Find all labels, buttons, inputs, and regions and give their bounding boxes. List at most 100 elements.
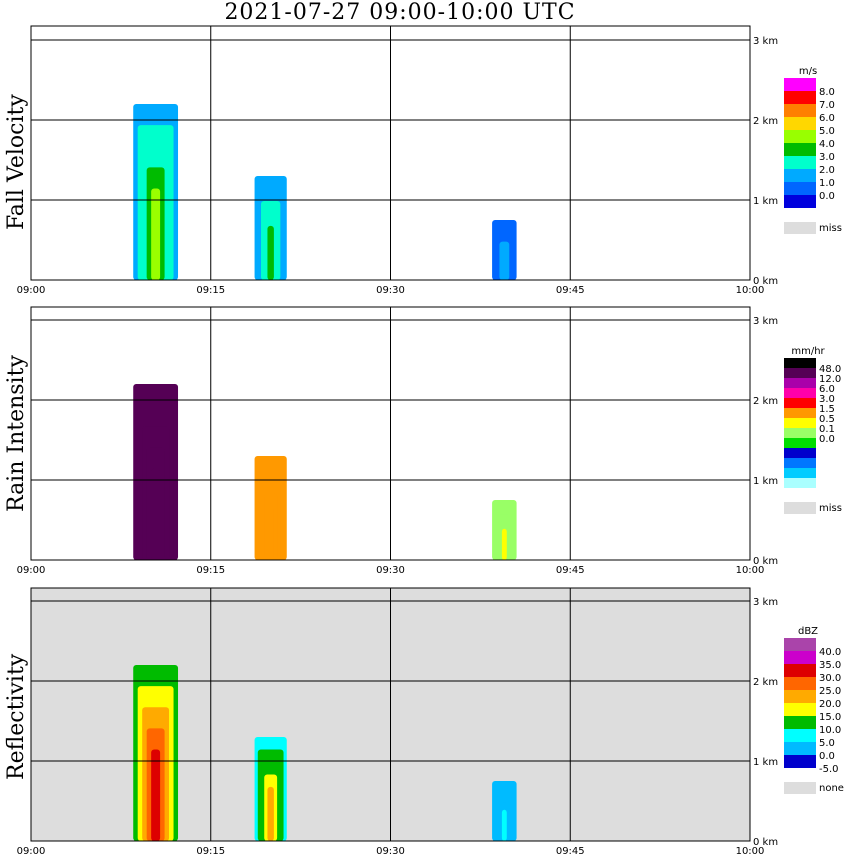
panel-1-xtick-2: 09:15	[196, 285, 225, 296]
panel-2-legend-label-5: 1.5	[819, 404, 835, 415]
panel-3-legend-label-6: 15.0	[819, 712, 841, 723]
panel-2-legend-swatch-3	[784, 378, 816, 388]
panel-3-legend-label-7: 10.0	[819, 725, 841, 736]
panel-2-legend-label-7: 0.1	[819, 424, 835, 435]
panel-3-legend-swatch-7	[784, 716, 816, 729]
panel-3-ytick-1: 0 km	[753, 837, 778, 848]
panel-2-legend-missing-swatch	[784, 502, 816, 514]
panel-1-echo-3-layer-5	[501, 248, 507, 280]
panel-2-legend-swatch-13	[784, 478, 816, 488]
panel-2-legend-label-4: 3.0	[819, 394, 835, 405]
panel-2-legend-swatch-12	[784, 468, 816, 478]
panel-2-legend-label-1: 48.0	[819, 364, 841, 375]
panel-2-ytick-4: 3 km	[753, 316, 778, 327]
panel-1-legend-label-1: 8.0	[819, 87, 835, 98]
panel-2-legend-label-2: 12.0	[819, 374, 841, 385]
panel-2-legend-label-3: 6.0	[819, 384, 835, 395]
panel-3-legend-label-10: -5.0	[819, 764, 839, 775]
panel-2-xtick-3: 09:30	[376, 565, 405, 576]
panel-3-legend-swatch-10	[784, 755, 816, 768]
panel-1-legend-label-2: 7.0	[819, 100, 835, 111]
panel-3-legend-swatch-4	[784, 677, 816, 690]
panel-3-xtick-4: 09:45	[556, 846, 585, 857]
panel-2-echo-1-layer-5	[151, 468, 161, 560]
panel-3-legend-label-3: 30.0	[819, 673, 841, 684]
panel-2-legend-label-8: 0.0	[819, 434, 835, 445]
panel-3-legend-label-2: 35.0	[819, 660, 841, 671]
panel-2-legend-missing-label: miss	[819, 503, 842, 514]
panel-1-legend-swatch-6	[784, 143, 816, 156]
panel-3-legend-label-5: 20.0	[819, 699, 841, 710]
panel-3-ytick-2: 1 km	[753, 757, 778, 768]
panel-1-legend-label-3: 6.0	[819, 113, 835, 124]
panel-3-legend-swatch-5	[784, 690, 816, 703]
panel-1-ytick-1: 0 km	[753, 276, 778, 287]
panel-1-echo-1-layer-5	[151, 188, 161, 280]
panel-1-legend-missing-label: miss	[819, 223, 842, 234]
panel-1-echo-2-layer-5	[267, 225, 274, 280]
panel-3-echo-3-layer-5	[501, 809, 507, 841]
panel-2-legend-swatch-4	[784, 388, 816, 398]
panel-1-xtick-4: 09:45	[556, 285, 585, 296]
panel-2-echo-2-layer-5	[267, 505, 274, 560]
panel-3-legend-missing-swatch	[784, 782, 816, 794]
panel-2-legend-swatch-8	[784, 428, 816, 438]
panel-1-legend-missing-swatch	[784, 222, 816, 234]
panel-3-legend-label-8: 5.0	[819, 738, 835, 749]
panel-3-legend-label-4: 25.0	[819, 686, 841, 697]
panel-2-legend-swatch-2	[784, 368, 816, 378]
panel-3-legend-swatch-1	[784, 638, 816, 651]
panel-1-legend-swatch-8	[784, 169, 816, 182]
panel-2-xtick-4: 09:45	[556, 565, 585, 576]
panel-2-legend-swatch-5	[784, 398, 816, 408]
panel-3-legend-swatch-9	[784, 742, 816, 755]
panel-3-ytick-3: 2 km	[753, 677, 778, 688]
panel-2-xtick-2: 09:15	[196, 565, 225, 576]
panel-1-xtick-3: 09:30	[376, 285, 405, 296]
panel-1-legend-unit: m/s	[799, 66, 817, 77]
panel-2-legend-unit: mm/hr	[791, 346, 825, 357]
panel-2-xtick-5: 10:00	[736, 565, 765, 576]
panel-1-legend-swatch-10	[784, 195, 816, 208]
panel-1-legend-swatch-4	[784, 117, 816, 130]
panel-3-legend-label-9: 0.0	[819, 751, 835, 762]
panel-3-legend-missing-label: none	[819, 783, 844, 794]
panel-1-ytick-4: 3 km	[753, 36, 778, 47]
panel-1-legend-swatch-3	[784, 104, 816, 117]
panel-2-xtick-1: 09:00	[17, 565, 46, 576]
panel-1-legend-label-4: 5.0	[819, 126, 835, 137]
panel-1-legend-swatch-7	[784, 156, 816, 169]
panel-2-legend-label-6: 0.5	[819, 414, 835, 425]
panel-3-legend-swatch-3	[784, 664, 816, 677]
panel-3-xtick-3: 09:30	[376, 846, 405, 857]
panel-1-ytick-3: 2 km	[753, 116, 778, 127]
panel-3-xtick-2: 09:15	[196, 846, 225, 857]
panel-1-legend-label-5: 4.0	[819, 139, 835, 150]
figure-title: 2021-07-27 09:00-10:00 UTC	[224, 0, 576, 25]
panel-3-echo-1-layer-5	[151, 749, 161, 841]
panel-1-legend-swatch-1	[784, 78, 816, 91]
panel-1-xtick-1: 09:00	[17, 285, 46, 296]
panel-2-legend-swatch-7	[784, 418, 816, 428]
panel-2-ytick-1: 0 km	[753, 556, 778, 567]
panel-1-ytick-2: 1 km	[753, 196, 778, 207]
panel-1-legend-label-9: 0.0	[819, 191, 835, 202]
panel-3-ytick-4: 3 km	[753, 597, 778, 608]
panel-3-frame	[30, 587, 751, 842]
panel-2-legend-swatch-10	[784, 448, 816, 458]
panel-2-ytick-2: 1 km	[753, 476, 778, 487]
panel-2-ytick-3: 2 km	[753, 396, 778, 407]
panel-3-xtick-1: 09:00	[17, 846, 46, 857]
panel-2-legend-swatch-1	[784, 358, 816, 368]
panel-3-echo-2-layer-5	[267, 786, 274, 841]
panel-3-legend-swatch-2	[784, 651, 816, 664]
panel-1-xtick-5: 10:00	[736, 285, 765, 296]
panel-1-legend-label-8: 1.0	[819, 178, 835, 189]
panel-2-legend-swatch-6	[784, 408, 816, 418]
panel-1-legend-swatch-5	[784, 130, 816, 143]
panel-3-legend-unit: dBZ	[798, 626, 818, 637]
panel-1-legend-label-6: 3.0	[819, 152, 835, 163]
panel-2-legend-swatch-9	[784, 438, 816, 448]
